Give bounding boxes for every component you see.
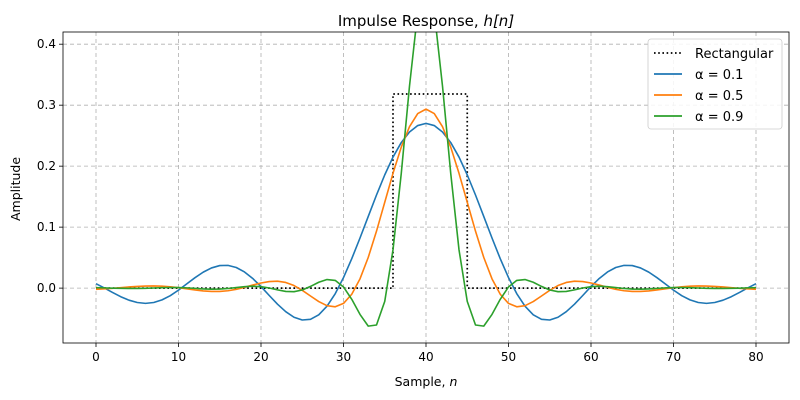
y-tick-label: 0.1: [37, 220, 56, 234]
x-tick-label: 50: [501, 350, 516, 364]
x-axis-title: Sample, n: [395, 374, 458, 389]
y-tick-label: 0.3: [37, 98, 56, 112]
x-tick-label: 80: [748, 350, 763, 364]
x-axis-ticks: 0 10 20 30 40 50 60 70 80: [92, 343, 764, 364]
plot-frame: [62, 31, 790, 344]
y-tick-label: 0.2: [37, 159, 56, 173]
legend-box: [647, 38, 783, 130]
x-tick-label: 60: [583, 350, 598, 364]
chart-title: Impulse Response, h[n]: [338, 12, 514, 30]
y-axis-ticks: 0.0 0.1 0.2 0.3 0.4: [37, 37, 63, 295]
series-line-2: [95, 108, 757, 308]
x-tick-label: 20: [253, 350, 268, 364]
series-lines: [95, 32, 757, 327]
x-axis-title-math: n: [449, 374, 457, 389]
legend-label-math: α = 0.1: [695, 68, 743, 83]
legend: Rectangular α = 0.1 α = 0.5 α = 0.9: [647, 38, 783, 130]
chart-title-math: h[n]: [483, 12, 514, 30]
legend-label-math: α = 0.9: [695, 110, 743, 125]
y-tick-label: 0.0: [37, 281, 56, 295]
y-axis-title: Amplitude: [8, 157, 23, 221]
legend-label-plain: Rectangular: [695, 47, 774, 62]
x-tick-label: 30: [336, 350, 351, 364]
y-tick-label: 0.4: [37, 37, 56, 51]
x-tick-label: 40: [418, 350, 433, 364]
x-tick-label: 10: [171, 350, 186, 364]
chart-title-plain: Impulse Response,: [338, 12, 484, 30]
series-line-1: [95, 122, 757, 321]
legend-label-1: α = 0.1: [695, 68, 743, 83]
series-line-3: [95, 32, 757, 327]
legend-label-math: α = 0.5: [695, 89, 743, 104]
legend-label-3: α = 0.9: [695, 110, 743, 125]
legend-label-2: α = 0.5: [695, 89, 743, 104]
x-tick-label: 0: [92, 350, 100, 364]
x-tick-label: 70: [666, 350, 681, 364]
x-axis-title-plain: Sample,: [395, 374, 450, 389]
legend-label-0: Rectangular: [695, 47, 774, 62]
